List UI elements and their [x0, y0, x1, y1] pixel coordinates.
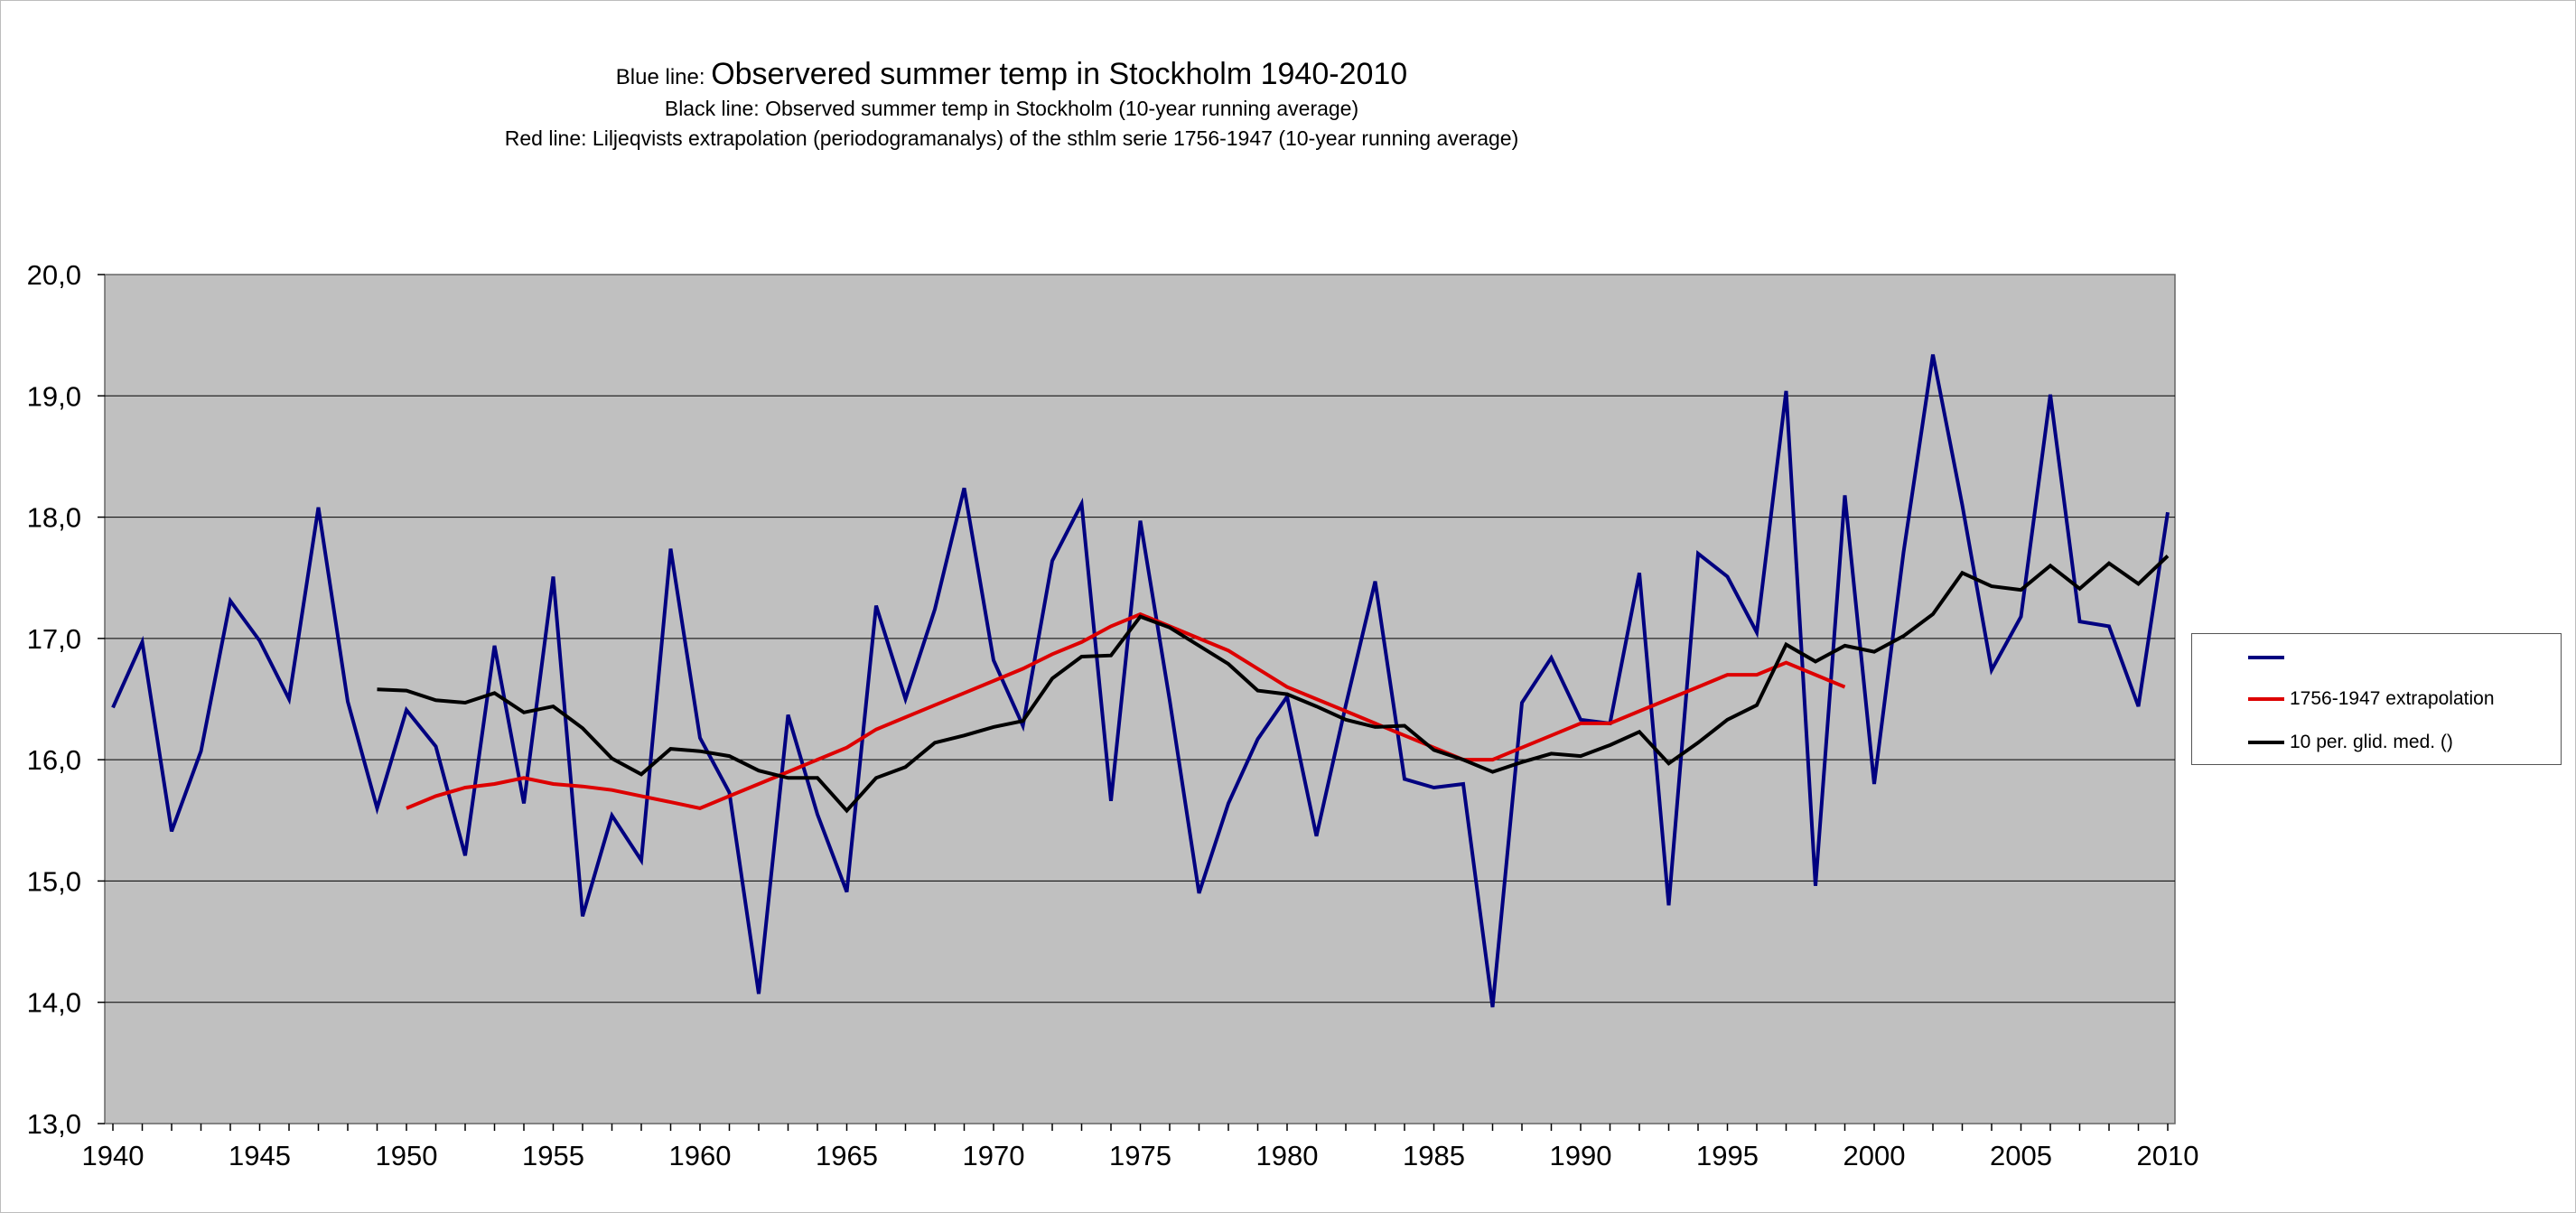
y-tick-label: 16,0	[27, 744, 81, 776]
series-extrapolation-line	[406, 611, 1846, 810]
y-tick-label: 15,0	[27, 865, 81, 897]
x-tick-label: 1945	[229, 1140, 291, 1171]
x-tick-label: 2005	[1990, 1140, 2052, 1171]
x-tick-label: 1995	[1696, 1140, 1759, 1171]
legend-item-running-average: 10 per. glid. med. ()	[2248, 729, 2453, 756]
x-tick-label: 2000	[1843, 1140, 1906, 1171]
legend-swatch-extrapolation	[2248, 697, 2284, 701]
x-tick-label: 1980	[1256, 1140, 1319, 1171]
legend-label-running-average: 10 per. glid. med. ()	[2290, 732, 2453, 752]
legend-swatch-running-average	[2248, 741, 2284, 744]
y-tick-label: 19,0	[27, 380, 81, 412]
y-tick-label: 18,0	[27, 502, 81, 534]
series-observed-line	[111, 354, 2170, 1008]
chart-titles: Blue line: Observered summer temp in Sto…	[0, 58, 2023, 154]
title-prefix: Blue line:	[615, 65, 705, 89]
title-line-3: Red line: Liljeqvists extrapolation (per…	[504, 126, 1519, 150]
legend-label-extrapolation: 1756-1947 extrapolation	[2290, 688, 2495, 709]
y-tick-label: 14,0	[27, 987, 81, 1019]
x-tick-label: 1940	[82, 1140, 145, 1171]
x-tick-label: 1955	[522, 1140, 584, 1171]
x-tick-label: 1990	[1550, 1140, 1612, 1171]
title-line-1: Blue line: Observered summer temp in Sto…	[0, 58, 2023, 94]
series-running-average-line	[377, 555, 2170, 814]
x-tick-label: 2010	[2137, 1140, 2199, 1171]
y-tick-label: 17,0	[27, 623, 81, 655]
x-tick-label: 1975	[1109, 1140, 1171, 1171]
y-tick-label: 13,0	[27, 1108, 81, 1140]
x-tick-label: 1985	[1403, 1140, 1465, 1171]
chart-legend: 1756-1947 extrapolation 10 per. glid. me…	[2191, 633, 2562, 765]
x-tick-label: 1960	[669, 1140, 732, 1171]
x-tick-label: 1965	[816, 1140, 878, 1171]
chart-title: Observered summer temp in Stockholm 1940…	[711, 57, 1408, 91]
x-tick-label: 1970	[963, 1140, 1025, 1171]
legend-item-extrapolation: 1756-1947 extrapolation	[2248, 686, 2495, 713]
title-line-2: Black line: Observed summer temp in Stoc…	[664, 97, 1359, 120]
legend-swatch-observed	[2248, 656, 2284, 659]
legend-item-observed	[2248, 644, 2290, 671]
y-tick-label: 20,0	[27, 259, 81, 291]
x-tick-label: 1950	[376, 1140, 438, 1171]
